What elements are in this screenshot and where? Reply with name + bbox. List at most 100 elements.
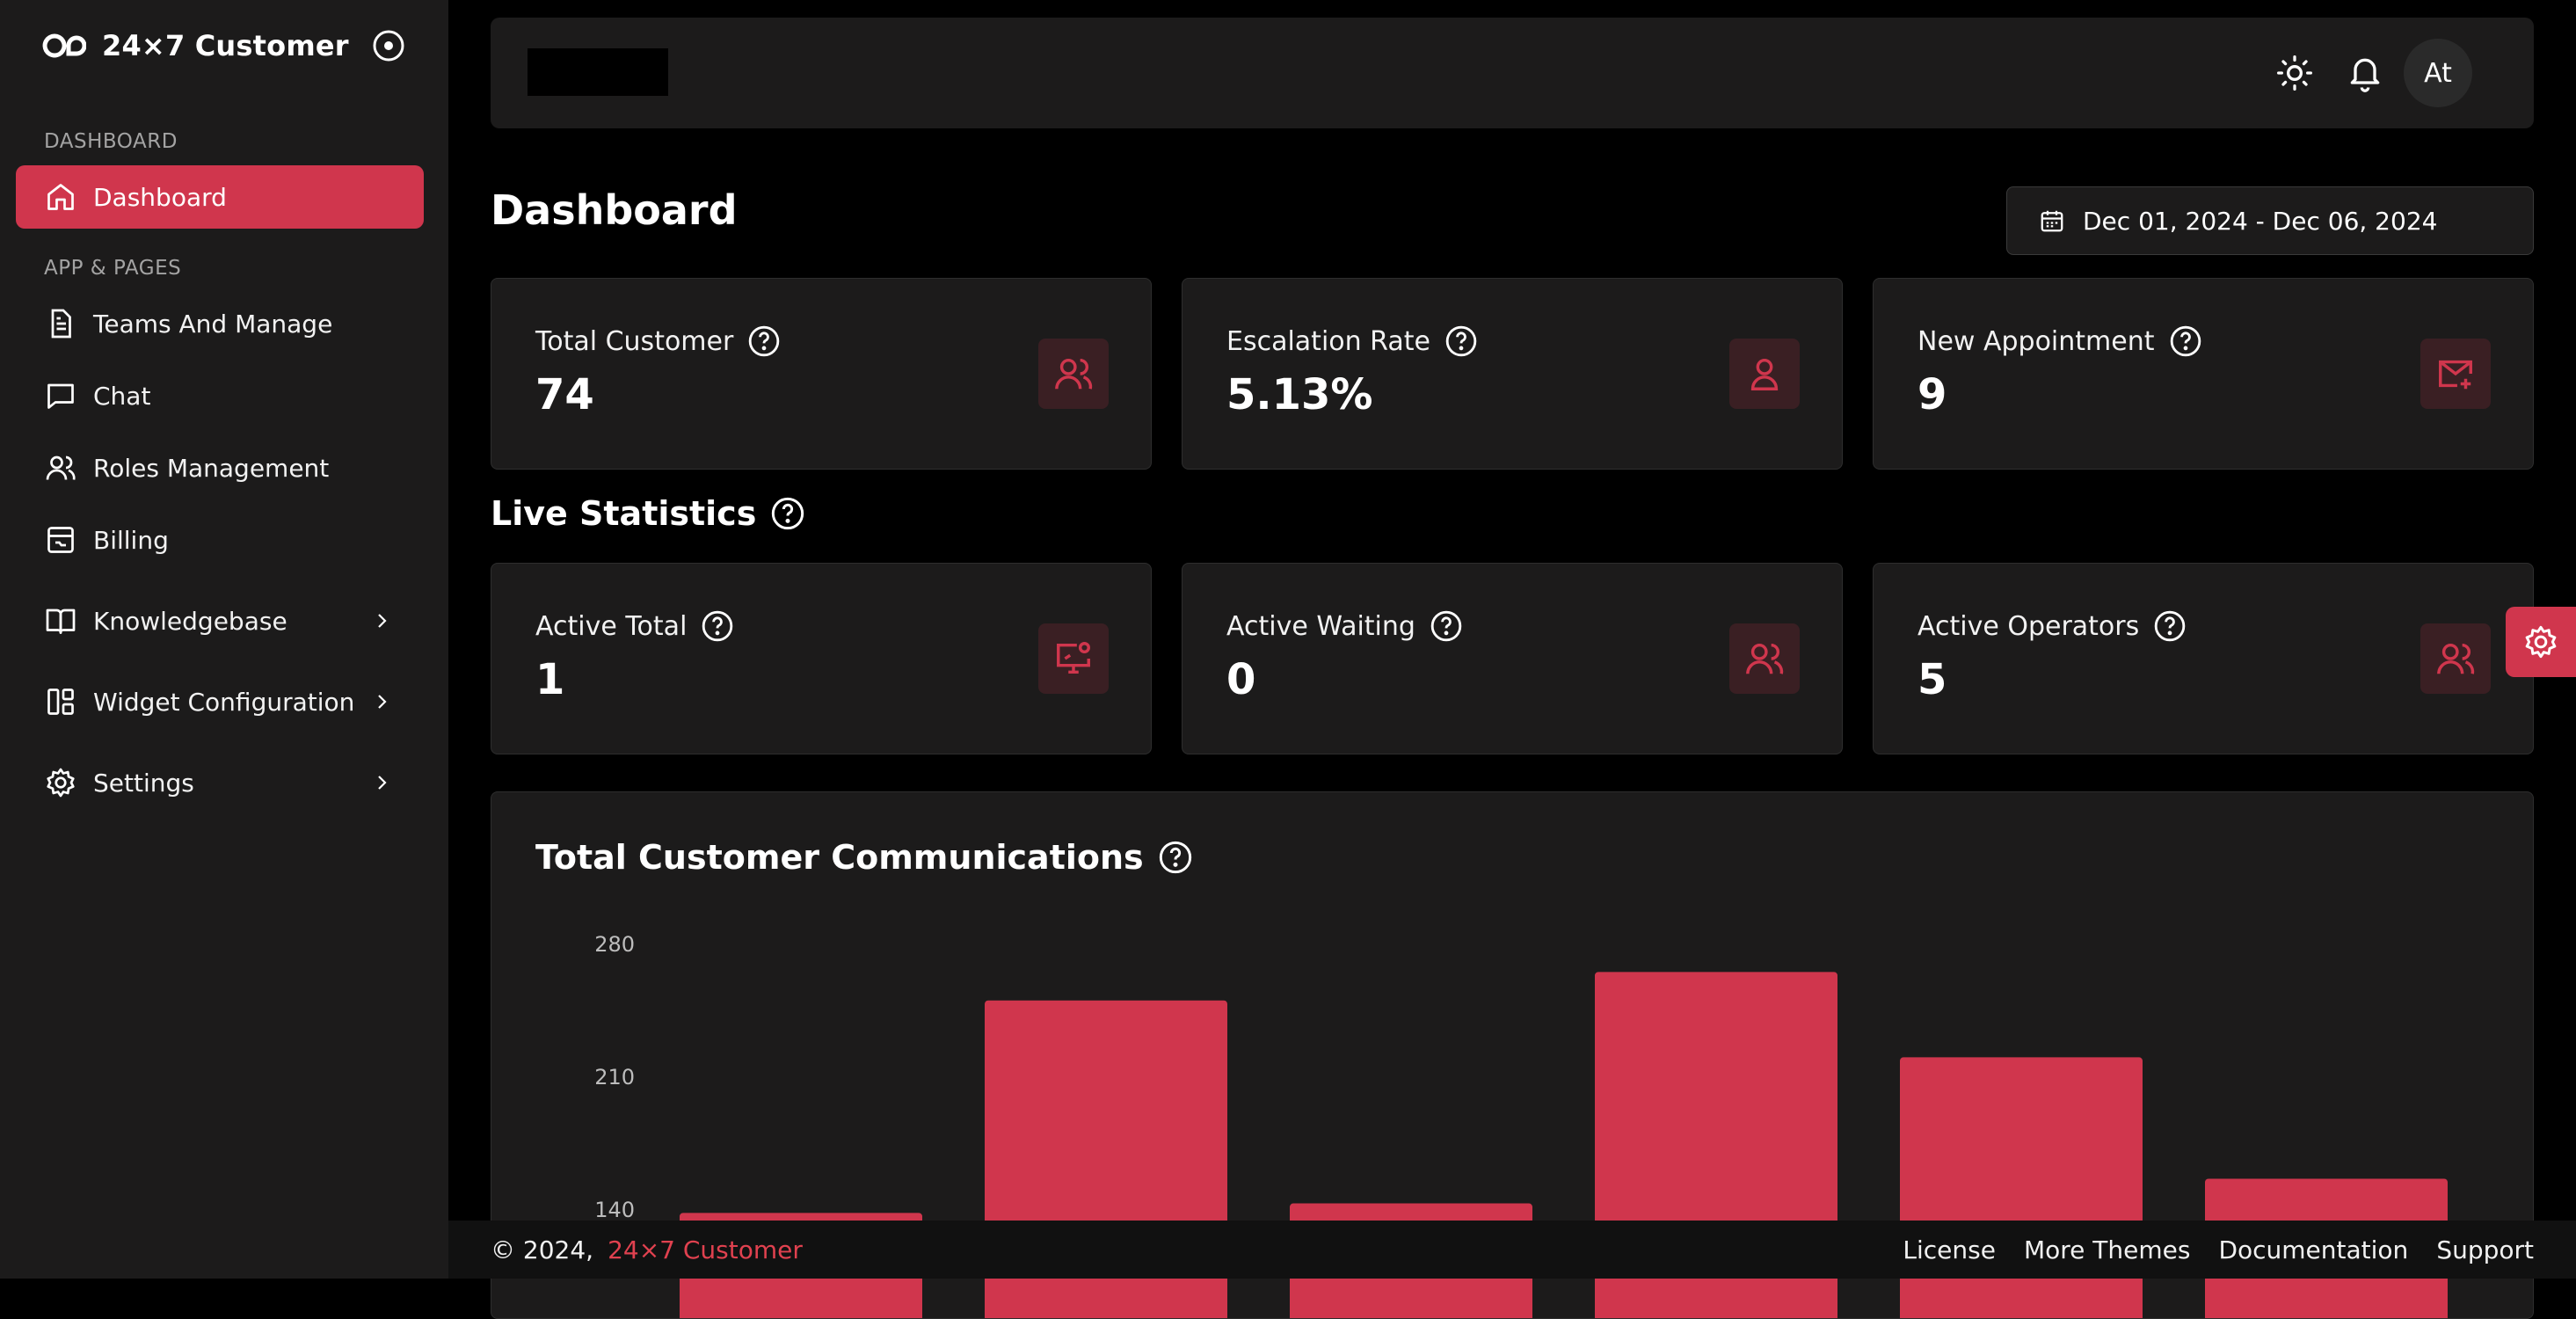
gear-icon xyxy=(2525,625,2557,659)
help-icon[interactable] xyxy=(1430,609,1463,643)
toggle-circle-icon xyxy=(373,30,404,62)
section-title-text: Live Statistics xyxy=(491,494,757,533)
user-icon xyxy=(1750,358,1779,390)
help-icon[interactable] xyxy=(1444,324,1478,358)
bell-icon xyxy=(2350,58,2380,92)
date-range-value: Dec 01, 2024 - Dec 06, 2024 xyxy=(2083,206,2438,236)
chart-bar[interactable] xyxy=(1900,1057,2143,1319)
sidebar-item-label: Chat xyxy=(93,381,151,411)
footer-link-documentation[interactable]: Documentation xyxy=(2218,1235,2409,1264)
brand[interactable]: 24×7 Customer xyxy=(42,25,349,67)
sidebar: 24×7 Customer DASHBOARD Dashboard APP & … xyxy=(0,0,448,1279)
card-badge xyxy=(1729,339,1800,409)
sidebar-item-teams[interactable]: Teams And Manage xyxy=(16,292,424,355)
theme-toggle-button[interactable] xyxy=(2275,54,2314,92)
sidebar-item-widget-configuration[interactable]: Widget Configuration xyxy=(16,670,424,733)
card-label: Escalation Rate xyxy=(1226,325,1430,357)
section-label-dashboard: DASHBOARD xyxy=(44,130,178,153)
sidebar-item-label: Billing xyxy=(93,525,169,555)
sidebar-item-label: Settings xyxy=(93,768,194,798)
brand-name: 24×7 Customer xyxy=(102,29,349,62)
sidebar-item-roles[interactable]: Roles Management xyxy=(16,436,424,499)
card-label-row: Escalation Rate xyxy=(1226,324,1478,358)
home-icon xyxy=(44,180,77,214)
footer-link-support[interactable]: Support xyxy=(2436,1235,2534,1264)
users-icon xyxy=(1055,358,1093,390)
sidebar-item-settings[interactable]: Settings xyxy=(16,751,424,814)
stat-card-active-operators: Active Operators 5 xyxy=(1873,563,2534,754)
users-icon xyxy=(1746,643,1784,674)
help-icon[interactable] xyxy=(1158,840,1193,875)
help-icon[interactable] xyxy=(770,496,805,531)
card-label: Active Operators xyxy=(1917,610,2140,642)
stat-card-escalation-rate: Escalation Rate 5.13% xyxy=(1182,278,1843,470)
card-label: Active Waiting xyxy=(1226,610,1415,642)
section-label-app-pages: APP & PAGES xyxy=(44,257,182,280)
chart-title: Total Customer Communications xyxy=(535,838,1144,877)
card-value: 0 xyxy=(1226,655,1256,704)
y-tick-label: 280 xyxy=(594,932,635,957)
card-value: 1 xyxy=(535,655,565,704)
y-tick-label: 140 xyxy=(594,1198,635,1222)
card-label-row: Total Customer xyxy=(535,324,781,358)
sidebar-item-label: Teams And Manage xyxy=(93,309,333,339)
notifications-button[interactable] xyxy=(2346,54,2384,92)
sun-icon xyxy=(2277,55,2312,91)
copyright-text: © 2024, xyxy=(491,1235,594,1264)
chevron-right-icon xyxy=(378,695,387,709)
card-label: Total Customer xyxy=(535,325,734,357)
help-icon[interactable] xyxy=(2153,609,2187,643)
help-icon[interactable] xyxy=(747,324,781,358)
card-label-row: Active Waiting xyxy=(1226,609,1463,643)
card-badge xyxy=(1729,623,1800,694)
header-logo-placeholder xyxy=(528,48,668,96)
card-label: New Appointment xyxy=(1917,325,2155,357)
billing-icon xyxy=(44,523,77,557)
footer-link-license[interactable]: License xyxy=(1903,1235,1996,1264)
stat-card-total-customer: Total Customer 74 xyxy=(491,278,1152,470)
document-icon xyxy=(44,307,77,340)
brand-logo-icon xyxy=(42,33,86,58)
chevron-right-icon xyxy=(378,614,387,628)
sidebar-item-dashboard[interactable]: Dashboard xyxy=(16,165,424,229)
calendar-icon xyxy=(2041,210,2063,232)
card-badge xyxy=(1038,623,1109,694)
chart-title-row: Total Customer Communications xyxy=(535,838,1193,877)
card-badge xyxy=(1038,339,1109,409)
help-icon[interactable] xyxy=(2169,324,2202,358)
card-value: 5 xyxy=(1917,655,1947,704)
footer: © 2024, 24×7 Customer License More Themes… xyxy=(448,1221,2576,1279)
card-label-row: Active Total xyxy=(535,609,734,643)
date-range-picker[interactable]: Dec 01, 2024 - Dec 06, 2024 xyxy=(2006,186,2534,255)
footer-links: License More Themes Documentation Suppor… xyxy=(1903,1235,2534,1264)
sidebar-item-label: Roles Management xyxy=(93,453,330,483)
stat-card-active-waiting: Active Waiting 0 xyxy=(1182,563,1843,754)
sidebar-item-billing[interactable]: Billing xyxy=(16,508,424,572)
sidebar-item-knowledgebase[interactable]: Knowledgebase xyxy=(16,589,424,652)
card-badge xyxy=(2420,623,2491,694)
card-value: 74 xyxy=(535,370,594,419)
footer-brand-link[interactable]: 24×7 Customer xyxy=(608,1235,803,1264)
sidebar-item-label: Knowledgebase xyxy=(93,606,287,636)
sidebar-item-chat[interactable]: Chat xyxy=(16,364,424,427)
footer-copyright: © 2024, 24×7 Customer xyxy=(491,1235,803,1264)
page-title: Dashboard xyxy=(491,186,738,234)
footer-link-more-themes[interactable]: More Themes xyxy=(2023,1235,2191,1264)
monitor-icon xyxy=(1057,642,1090,674)
chat-icon xyxy=(44,379,77,412)
sidebar-toggle-button[interactable] xyxy=(371,28,406,63)
live-statistics-heading: Live Statistics xyxy=(491,494,805,533)
help-icon[interactable] xyxy=(701,609,734,643)
chevron-right-icon xyxy=(378,776,387,790)
sidebar-item-label: Dashboard xyxy=(93,182,227,212)
card-label-row: Active Operators xyxy=(1917,609,2187,643)
mail-plus-icon xyxy=(2439,360,2472,390)
book-icon xyxy=(44,604,77,638)
card-label-row: New Appointment xyxy=(1917,324,2202,358)
users-icon xyxy=(2437,643,2475,674)
stat-card-active-total: Active Total 1 xyxy=(491,563,1152,754)
avatar[interactable]: At xyxy=(2404,39,2472,107)
theme-settings-button[interactable] xyxy=(2506,607,2576,677)
widget-icon xyxy=(44,685,77,718)
stat-card-new-appointment: New Appointment 9 xyxy=(1873,278,2534,470)
